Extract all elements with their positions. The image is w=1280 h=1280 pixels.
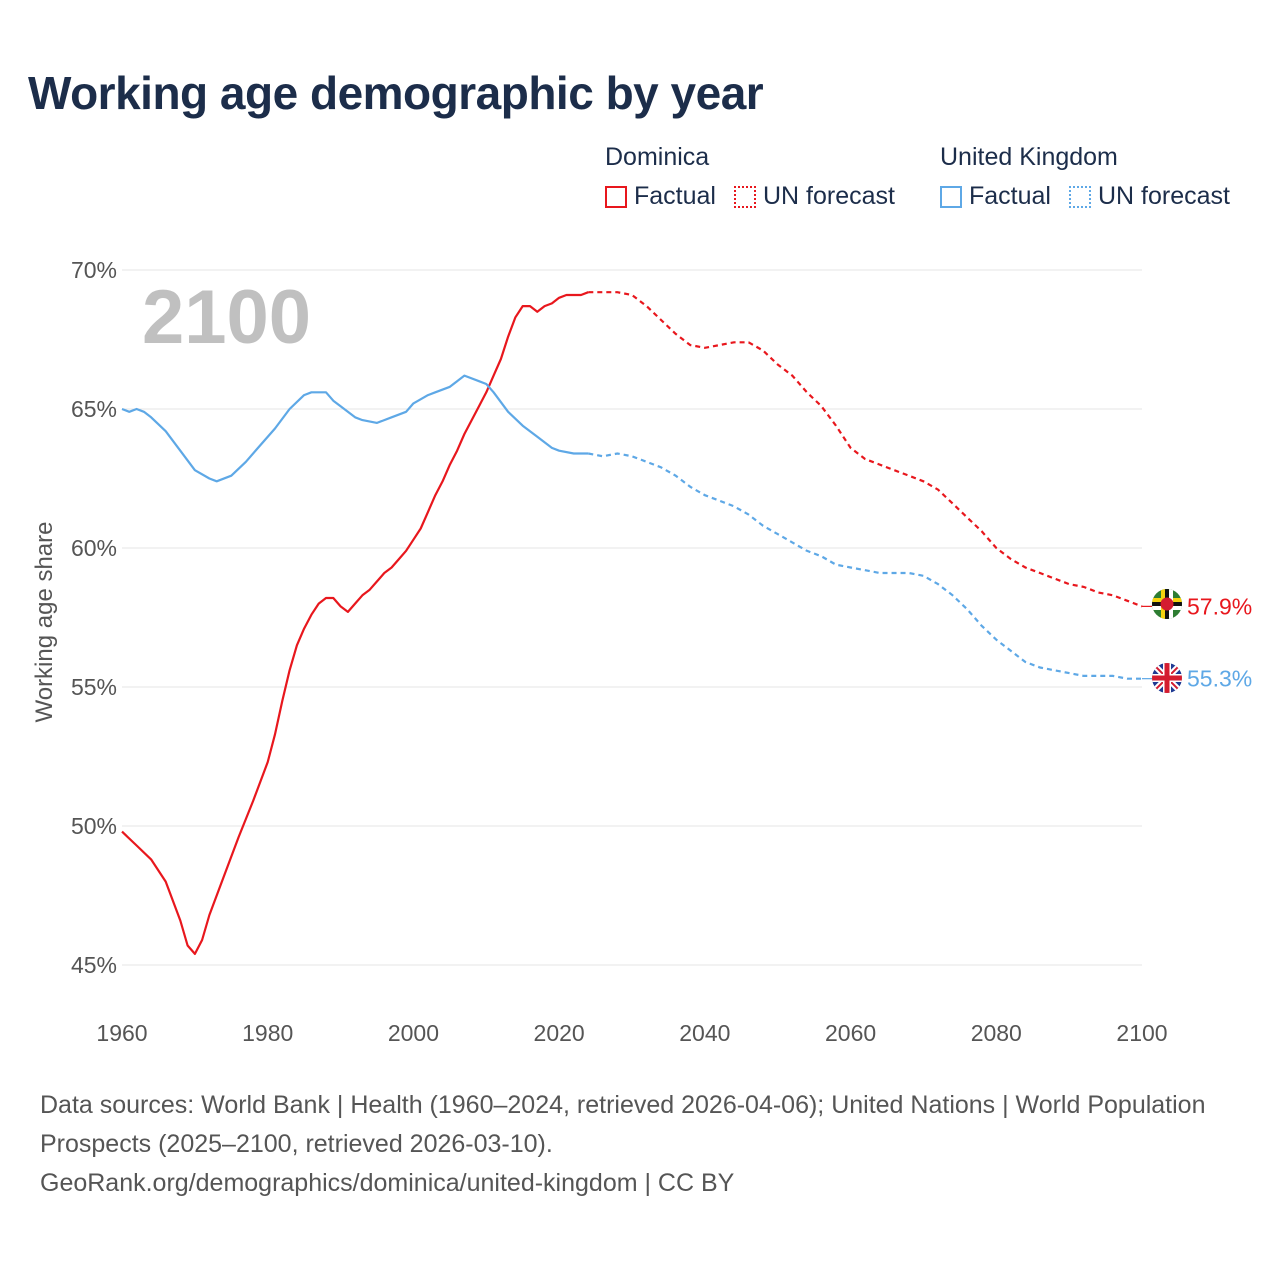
united-kingdom-end-label: 55.3% — [1187, 666, 1252, 692]
x-tick-label: 2080 — [971, 1020, 1022, 1046]
x-tick-label: 1980 — [242, 1020, 293, 1046]
x-tick-label: 1960 — [96, 1020, 147, 1046]
y-tick-label: 50% — [71, 813, 117, 839]
x-tick-label: 2060 — [825, 1020, 876, 1046]
footer: Data sources: World Bank | Health (1960–… — [40, 1086, 1240, 1203]
legend-dominica-factual-label: Factual — [634, 182, 716, 210]
legend-dominica: Dominica Factual UN forecast — [605, 143, 895, 211]
united-kingdom-flag-icon — [1152, 663, 1182, 693]
x-tick-label: 2020 — [534, 1020, 585, 1046]
legend-dominica-factual-swatch — [605, 185, 627, 208]
y-tick-label: 70% — [71, 257, 117, 283]
y-tick-label: 60% — [71, 535, 117, 561]
x-tick-label: 2000 — [388, 1020, 439, 1046]
united-kingdom-forecast-line — [588, 452, 1142, 680]
legend-united-kingdom-forecast[interactable]: UN forecast — [1068, 182, 1230, 211]
y-tick-label: 55% — [71, 674, 117, 700]
legend-united-kingdom-factual-swatch — [940, 185, 962, 208]
united-kingdom-factual-line — [121, 374, 589, 483]
legend-united-kingdom: United Kingdom Factual UN forecast — [940, 143, 1230, 211]
legend-united-kingdom-forecast-label: UN forecast — [1097, 182, 1230, 210]
legend-dominica-forecast-label: UN forecast — [762, 182, 895, 210]
legend-dominica-factual[interactable]: Factual — [605, 182, 716, 211]
legend-united-kingdom-title: United Kingdom — [940, 143, 1118, 171]
footer-sources: Data sources: World Bank | Health (1960–… — [40, 1091, 1206, 1158]
legend-dominica-title: Dominica — [605, 143, 710, 171]
legend-dominica-forecast[interactable]: UN forecast — [733, 182, 895, 211]
y-tick-label: 45% — [71, 952, 117, 978]
line-chart: 45% 50% 55% 60% 65% 70% 1960 1980 2000 2020 2040 20… — [31, 257, 1252, 1046]
legend-united-kingdom-factual[interactable]: Factual — [940, 182, 1051, 211]
x-tick-label: 2040 — [679, 1020, 730, 1046]
axes: 45% 50% 55% 60% 65% 70% 1960 1980 2000 2020 2040 20… — [71, 257, 1168, 1046]
legend-dominica-forecast-swatch — [733, 185, 756, 208]
dominica-factual-line — [121, 291, 589, 955]
dominica-flag-icon — [1152, 589, 1182, 619]
legend-united-kingdom-forecast-swatch — [1068, 185, 1091, 208]
series-lines — [121, 291, 1152, 955]
end-labels: 57.9% 55.3% — [1187, 593, 1252, 691]
dominica-forecast-line — [588, 291, 1143, 608]
gridlines — [122, 269, 1142, 966]
y-axis-label: Working age share — [31, 522, 58, 723]
chart-title: Working age demographic by year — [28, 67, 764, 119]
legend-united-kingdom-factual-label: Factual — [969, 182, 1051, 210]
x-tick-label: 2100 — [1116, 1020, 1167, 1046]
dominica-end-label: 57.9% — [1187, 593, 1252, 619]
footer-url[interactable]: GeoRank.org/demographics/dominica/united… — [40, 1169, 735, 1197]
year-watermark: 2100 — [142, 275, 311, 360]
y-tick-label: 65% — [71, 396, 117, 422]
